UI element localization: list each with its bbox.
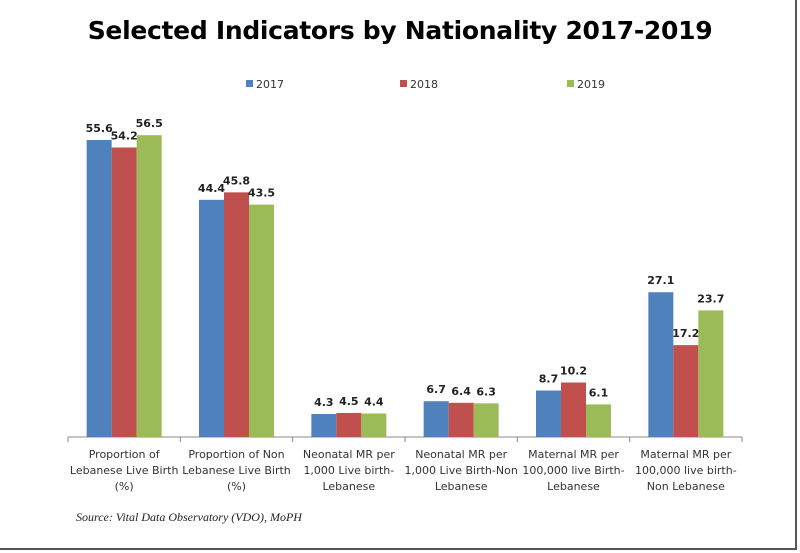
data-label: 55.6 bbox=[86, 122, 113, 135]
data-label: 17.2 bbox=[672, 327, 699, 340]
bar-2018 bbox=[336, 412, 362, 437]
category-label: 100,000 live Birth- bbox=[522, 464, 624, 477]
category-label: (%) bbox=[115, 480, 134, 493]
data-label: 8.7 bbox=[539, 373, 559, 386]
category-label: Proportion of bbox=[89, 448, 161, 461]
category-label: 1,000 Live birth- bbox=[303, 464, 394, 477]
data-label: 23.7 bbox=[697, 292, 724, 305]
legend-swatch-2019 bbox=[567, 80, 574, 87]
bar-2017 bbox=[311, 414, 337, 437]
category-label: Proportion of Non bbox=[188, 448, 284, 461]
bar-2017 bbox=[648, 292, 674, 437]
bar-2019 bbox=[586, 404, 611, 437]
data-label: 6.3 bbox=[476, 385, 496, 398]
legend-label: 2017 bbox=[256, 78, 284, 91]
bar-2018 bbox=[111, 147, 137, 437]
category-label: (%) bbox=[227, 480, 246, 493]
bar-2017 bbox=[536, 390, 561, 437]
data-label: 43.5 bbox=[248, 187, 275, 200]
source-note: Source: Vital Data Observatory (VDO), Mo… bbox=[76, 510, 302, 524]
category-label: Neonatal MR per bbox=[415, 448, 507, 461]
chart-title: Selected Indicators by Nationality 2017-… bbox=[87, 16, 713, 45]
category-label: Lebanese Live Birth bbox=[70, 464, 179, 477]
data-label: 54.2 bbox=[111, 129, 138, 142]
bar-2017 bbox=[86, 140, 112, 437]
category-label: Lebanese Live Birth bbox=[182, 464, 291, 477]
legend-swatch-2017 bbox=[246, 80, 253, 87]
bar-2019 bbox=[361, 413, 387, 437]
data-label: 6.7 bbox=[426, 383, 446, 396]
category-label: Non Lebanese bbox=[647, 480, 725, 493]
data-label: 27.1 bbox=[647, 274, 674, 287]
data-label: 56.5 bbox=[136, 117, 163, 130]
legend-label: 2018 bbox=[410, 78, 438, 91]
legend-swatch-2018 bbox=[400, 80, 407, 87]
data-label: 44.4 bbox=[198, 182, 225, 195]
data-label: 6.1 bbox=[589, 386, 609, 399]
bar-2019 bbox=[136, 135, 162, 437]
category-label: Lebanese bbox=[322, 480, 375, 493]
bar-2017 bbox=[199, 199, 224, 437]
bar-2018 bbox=[673, 345, 699, 437]
data-label: 4.3 bbox=[314, 396, 334, 409]
category-label: Lebanese bbox=[547, 480, 600, 493]
category-label: 100,000 live birth- bbox=[635, 464, 737, 477]
data-label: 10.2 bbox=[560, 365, 587, 378]
bar-2019 bbox=[473, 403, 499, 437]
bar-2019 bbox=[249, 204, 274, 437]
bar-2018 bbox=[561, 382, 586, 437]
category-label: Maternal MR per bbox=[528, 448, 619, 461]
data-label: 6.4 bbox=[451, 385, 471, 398]
bar-2017 bbox=[423, 401, 449, 437]
bar-2019 bbox=[698, 310, 724, 437]
category-label: Lebanese bbox=[435, 480, 488, 493]
data-label: 4.5 bbox=[339, 395, 359, 408]
legend-label: 2019 bbox=[577, 78, 605, 91]
bar-2018 bbox=[448, 402, 474, 437]
category-label: 1,000 Live Birth-Non bbox=[405, 464, 518, 477]
category-label: Neonatal MR per bbox=[303, 448, 395, 461]
bar-2018 bbox=[224, 192, 249, 437]
category-label: Maternal MR per bbox=[640, 448, 731, 461]
data-label: 45.8 bbox=[223, 174, 250, 187]
data-label: 4.4 bbox=[364, 395, 384, 408]
